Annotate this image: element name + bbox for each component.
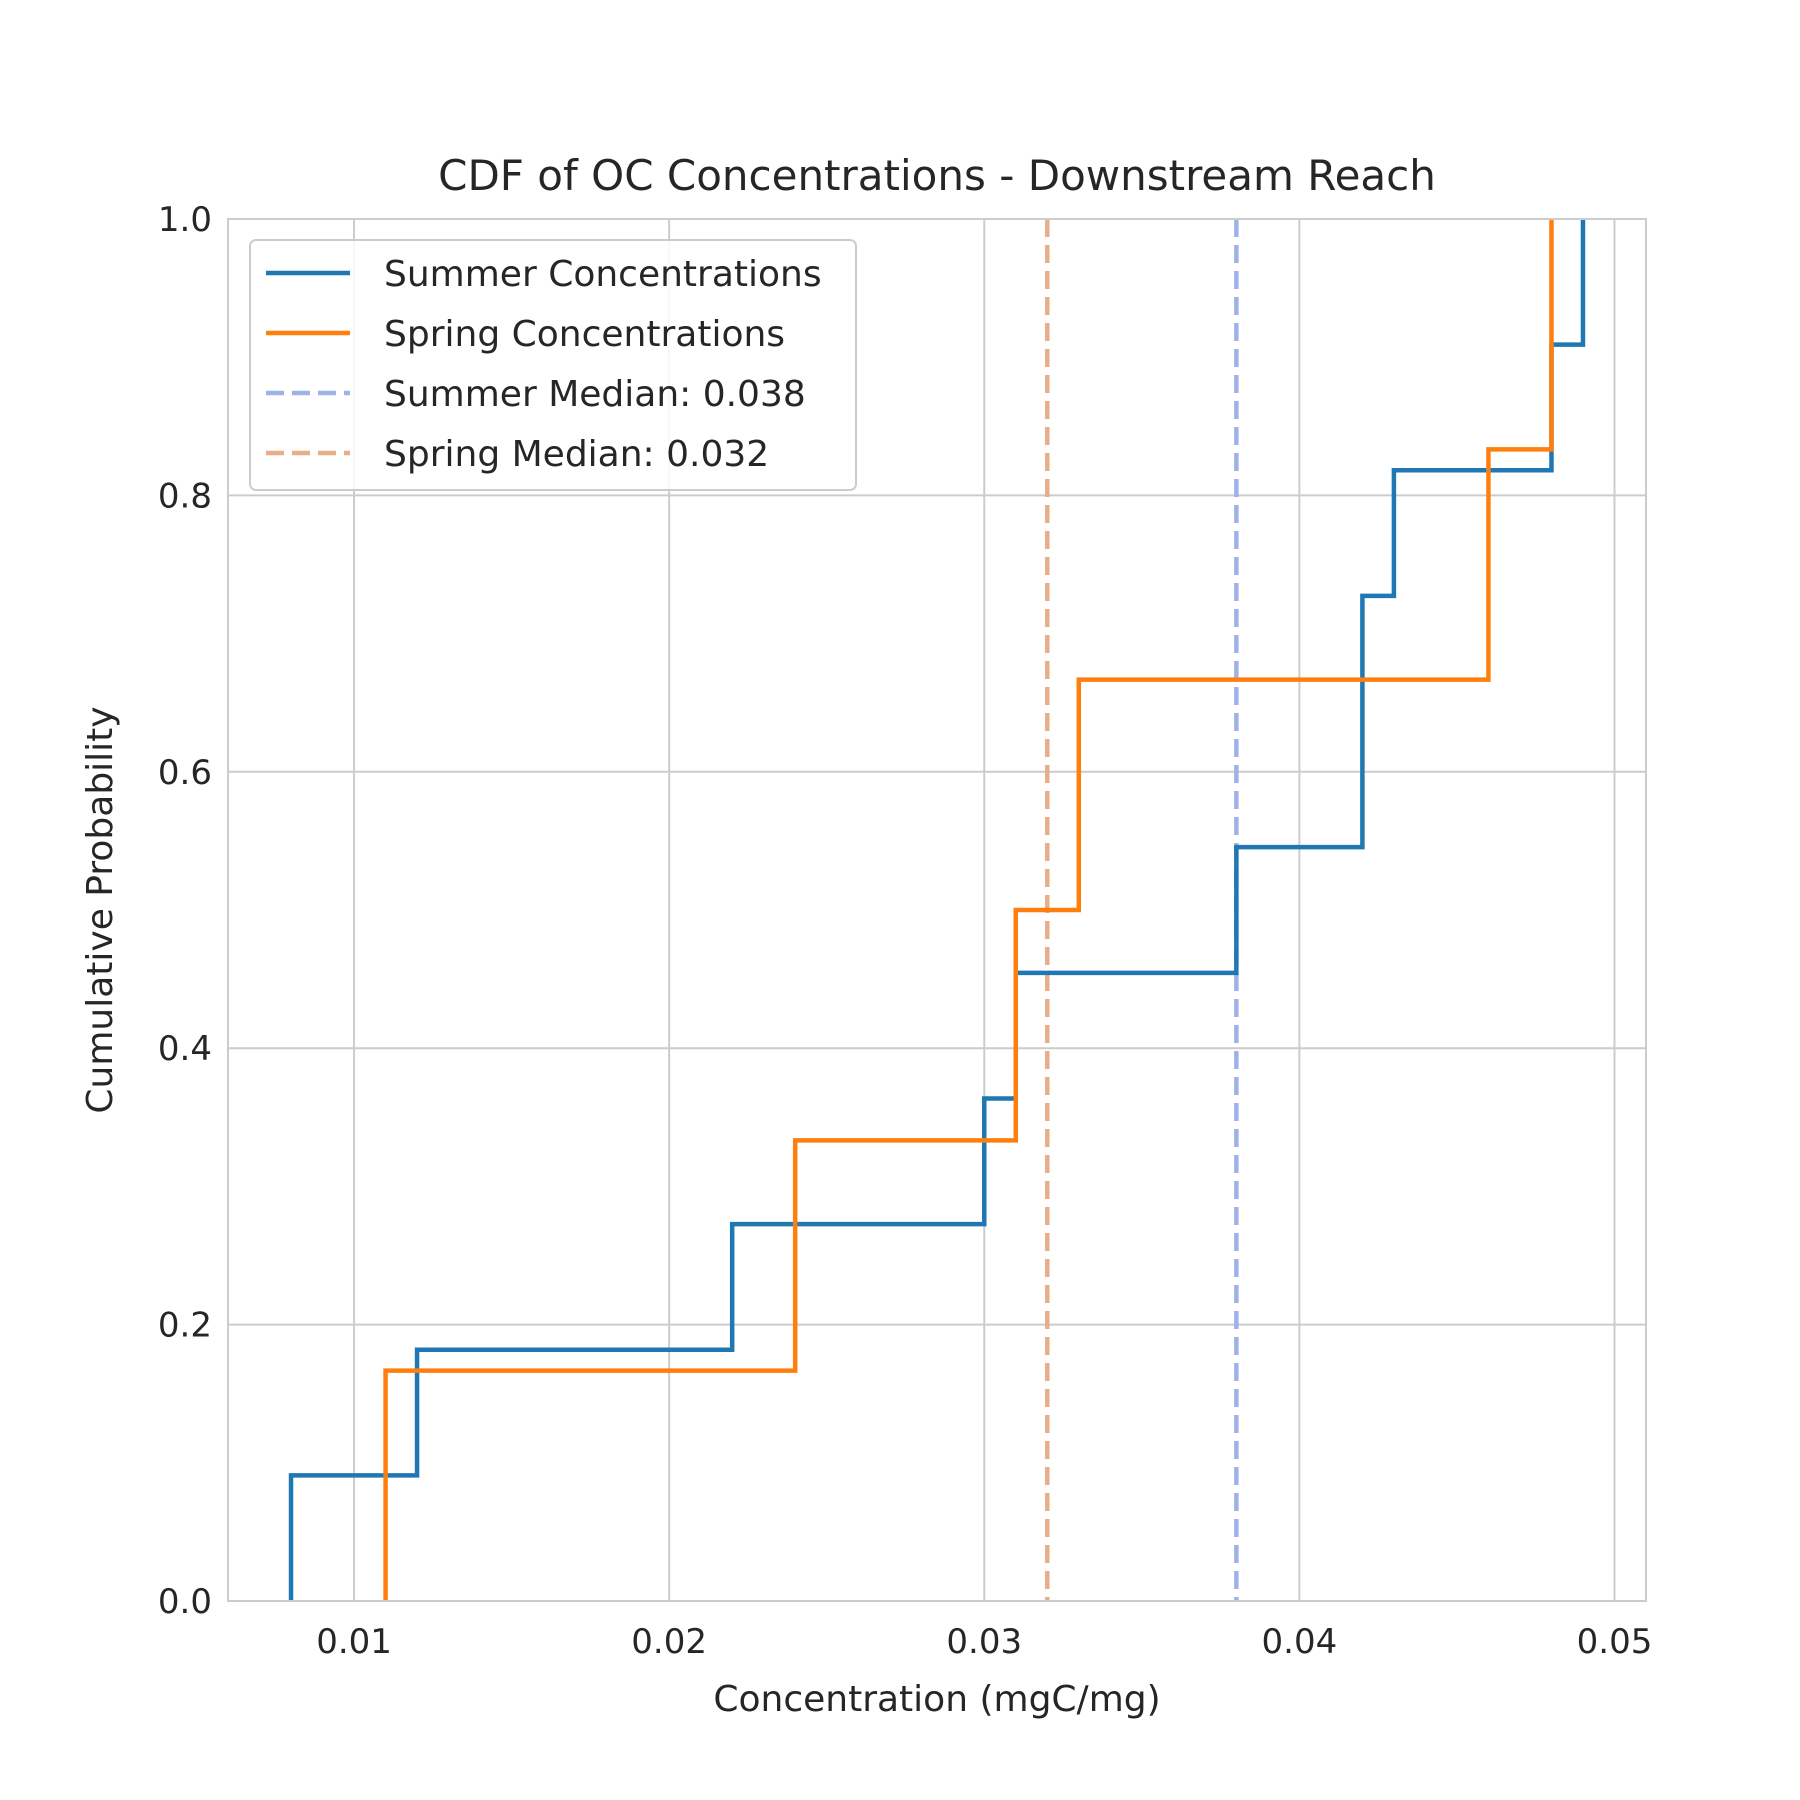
legend: Summer Concentrations Spring Concentratio… [249,239,857,491]
y-axis-label: Cumulative Probability [80,706,121,1113]
cdf-step-line [383,219,1554,1601]
y-tick-label: 1.0 [158,200,212,240]
legend-box [249,239,857,491]
y-tick-label: 0.2 [158,1306,212,1346]
legend-label: Summer Concentrations [384,254,822,295]
y-tick-label: 0.4 [158,1029,212,1069]
y-tick-label: 0.8 [158,476,212,516]
legend-label: Spring Median: 0.032 [384,434,769,475]
cdf-step-line [288,219,1586,1601]
x-tick-label: 0.02 [631,1622,707,1662]
legend-label: Spring Concentrations [384,314,785,355]
plot-frame [227,218,1647,1602]
x-tick-label: 0.05 [1577,1622,1653,1662]
y-tick-label: 0.6 [158,753,212,793]
x-tick-label: 0.03 [946,1622,1022,1662]
cdf-series [288,219,1586,1601]
tick-labels: 0.01 0.02 0.03 0.04 0.05 0.0 0.2 0.4 0.6 0.8 1.0 [158,200,1652,1662]
legend-label: Summer Median: 0.038 [384,374,806,415]
chart-title: CDF of OC Concentrations - Downstream Re… [438,151,1436,200]
x-tick-label: 0.04 [1262,1622,1338,1662]
x-tick-label: 0.01 [316,1622,392,1662]
x-axis-label: Concentration (mgC/mg) [713,1679,1160,1720]
y-tick-label: 0.0 [158,1582,212,1622]
